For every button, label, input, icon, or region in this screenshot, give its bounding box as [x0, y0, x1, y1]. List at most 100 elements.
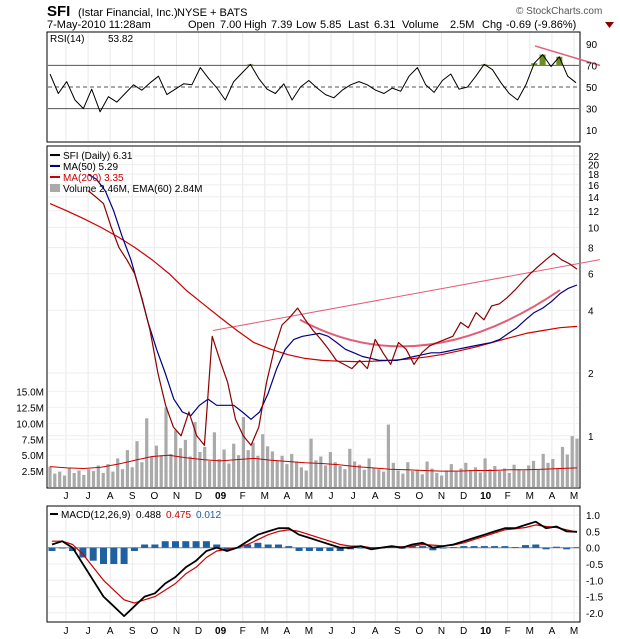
price-x-tick: J	[64, 491, 69, 502]
macd-histogram-bar	[480, 546, 488, 548]
macd-x-tick: J	[64, 626, 69, 637]
legend-price: SFI (Daily) 6.31	[63, 151, 133, 162]
cup-pattern-arc	[299, 289, 561, 348]
macd-x-tick: D	[195, 626, 202, 637]
macd-histogram-bar	[450, 547, 457, 548]
macd-histogram-bar	[316, 547, 324, 551]
macd-histogram-bar	[429, 547, 437, 551]
legend-hist-value: 0.012	[196, 510, 221, 521]
rsi-trendline	[534, 45, 601, 67]
volume-bar	[304, 470, 308, 487]
macd-x-tick: A	[284, 626, 291, 637]
macd-histogram-bar	[120, 547, 128, 564]
macd-histogram-bar	[79, 547, 87, 558]
macd-x-tick: S	[129, 626, 136, 637]
rsi-legend-value: 53.82	[108, 34, 133, 45]
volume-bar	[473, 467, 478, 487]
volume-bar	[275, 460, 279, 487]
high-value: 7.39	[271, 19, 292, 31]
macd-histogram-bar	[326, 547, 334, 551]
volume-bar	[415, 469, 419, 487]
volume-bar	[493, 466, 497, 487]
volume-bar	[517, 469, 521, 487]
company-name: (Istar Financial, Inc.)	[78, 7, 178, 19]
price-x-tick: A	[372, 491, 379, 502]
volume-bar	[459, 468, 463, 487]
volume-bar	[48, 466, 52, 487]
chg-value: -0.69 (-9.86%)	[506, 19, 576, 31]
volume-bar	[217, 459, 221, 487]
volume-bar	[232, 443, 236, 487]
volume-bar	[101, 473, 105, 487]
macd-tick-label: 1.0	[586, 511, 600, 522]
macd-histogram-bar	[89, 547, 97, 561]
legend-ma50: MA(50) 5.29	[63, 162, 118, 173]
volume-bar	[227, 463, 231, 487]
price-x-tick: M	[570, 491, 578, 502]
macd-x-tick: O	[150, 626, 158, 637]
volume-bar	[541, 453, 545, 487]
volume-bar	[324, 465, 328, 487]
price-x-tick: J	[86, 491, 91, 502]
legend-swatch-volume	[50, 184, 60, 192]
macd-histogram-bar	[151, 544, 159, 548]
macd-histogram-bar	[182, 541, 190, 548]
volume-bar	[135, 441, 139, 487]
volume-bar	[386, 424, 390, 487]
volume-bar	[246, 450, 250, 487]
volume-bar	[140, 462, 144, 487]
volume-bar	[285, 464, 289, 487]
date-time: 7-May-2010 11:28am	[47, 19, 151, 31]
chg-label: Chg	[482, 19, 502, 31]
macd-histogram-bar	[470, 546, 478, 548]
volume-bar	[570, 436, 574, 487]
volume-bar	[411, 471, 415, 487]
volume-bar	[130, 467, 134, 487]
symbol-title: SFI	[47, 3, 70, 20]
volume-bar	[440, 475, 444, 487]
price-tick-label: 2	[588, 369, 594, 380]
macd-histogram-bar	[532, 544, 540, 548]
volume-bar	[188, 456, 192, 487]
price-x-tick: F	[505, 491, 511, 502]
volume-ema-line	[49, 454, 578, 472]
volume-bar	[261, 434, 265, 487]
volume-bar	[198, 452, 202, 487]
price-x-tick: S	[394, 491, 401, 502]
rsi-tick-label: 90	[586, 40, 598, 51]
volume-tick-label: 7.5M	[22, 435, 44, 446]
macd-histogram-bar	[213, 544, 221, 548]
volume-bar	[420, 474, 424, 487]
price-x-tick: F	[240, 491, 246, 502]
legend-ma200: MA(200) 3.35	[63, 173, 124, 184]
volume-bar	[382, 471, 386, 487]
price-x-tick: N	[173, 491, 180, 502]
volume-bar	[449, 464, 453, 487]
last-label: Last	[348, 19, 369, 31]
macd-histogram-bar	[336, 547, 344, 551]
volume-bar	[377, 469, 381, 487]
volume-bar	[256, 455, 260, 487]
macd-x-tick: N	[173, 626, 180, 637]
macd-x-tick: 10	[480, 626, 492, 637]
macd-histogram-bar	[244, 544, 252, 548]
volume-bar	[237, 455, 241, 487]
volume-bar	[174, 430, 178, 487]
macd-histogram-bar	[285, 546, 293, 548]
price-line	[87, 190, 578, 446]
price-x-tick: S	[129, 491, 136, 502]
volume-bar	[531, 460, 536, 487]
legend-macd-value: 0.488	[136, 510, 161, 521]
volume-bar	[478, 472, 482, 487]
legend-volume: Volume 2.46M, EMA(60) 2.84M	[63, 184, 203, 195]
volume-tick-label: 10.0M	[16, 419, 44, 430]
volume-bar	[343, 469, 347, 487]
macd-histogram-bar	[202, 541, 210, 548]
macd-tick-label: 0.5	[586, 527, 600, 538]
macd-histogram-bar	[419, 546, 427, 548]
volume-bar	[353, 461, 357, 487]
price-tick-label: 12	[588, 207, 600, 218]
price-x-tick: D	[460, 491, 467, 502]
macd-tick-label: -1.5	[586, 593, 604, 604]
